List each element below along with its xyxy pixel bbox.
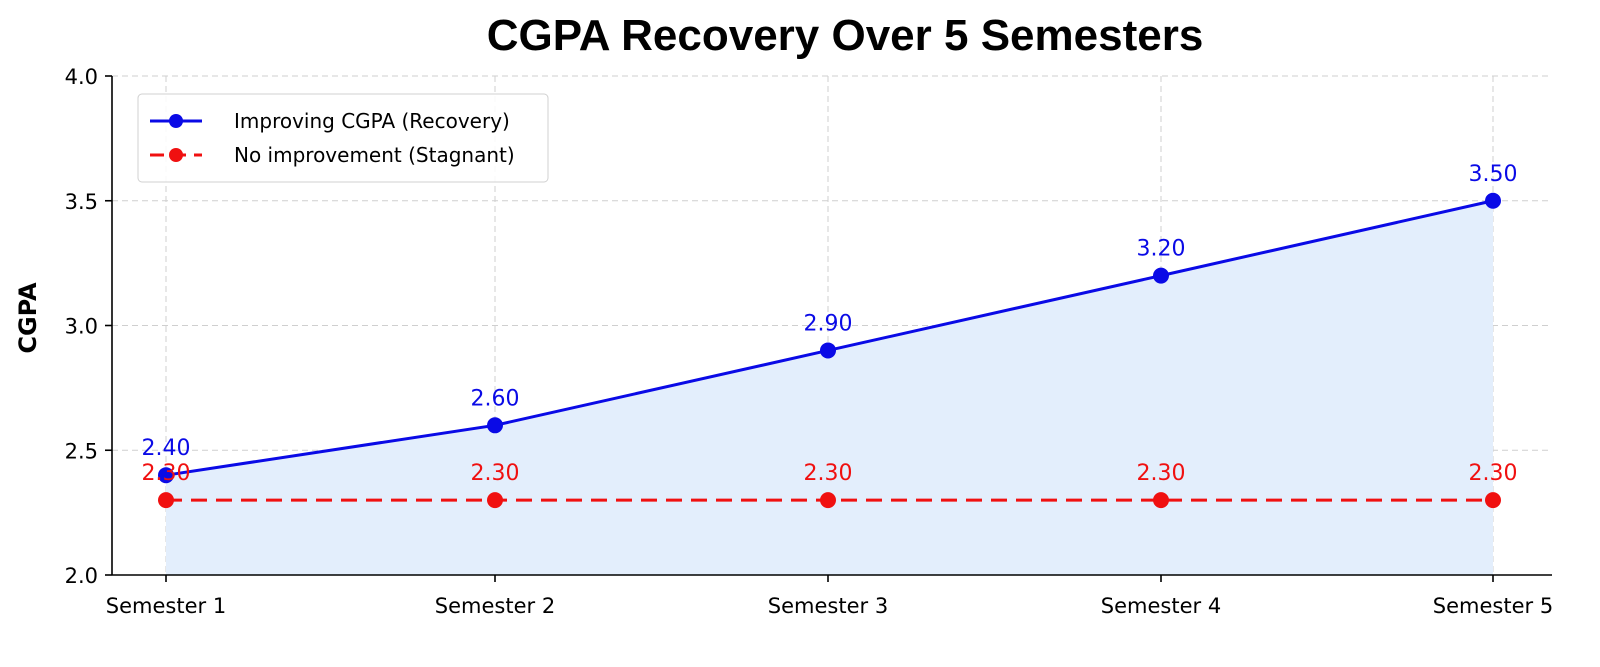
recovery-point xyxy=(1485,192,1501,209)
x-tick-label: Semester 4 xyxy=(1101,594,1221,618)
stagnant-point xyxy=(158,492,174,509)
stagnant-legend-marker xyxy=(169,148,183,162)
stagnant-point xyxy=(487,492,503,509)
x-tick-label: Semester 5 xyxy=(1433,594,1553,618)
series xyxy=(158,192,1501,509)
y-tick-label: 2.5 xyxy=(65,439,98,463)
chart-title: CGPA Recovery Over 5 Semesters xyxy=(487,11,1204,60)
recovery-point xyxy=(1153,267,1169,284)
x-tick-label: Semester 1 xyxy=(106,594,226,618)
recovery-legend-marker xyxy=(169,114,183,128)
data-labels: 2.40 2.60 2.90 3.20 3.50 2.30 2.30 2.30 2.30 2.30 xyxy=(142,162,1518,486)
recovery-point xyxy=(820,342,836,359)
stagnant-data-label: 2.30 xyxy=(1469,461,1518,486)
stagnant-legend-label: No improvement (Stagnant) xyxy=(234,143,515,167)
axes: 2.0 2.5 3.0 3.5 4.0 Semester 1 Semester 2 Semes… xyxy=(65,65,1554,618)
stagnant-point xyxy=(1485,492,1501,509)
recovery-data-label: 2.60 xyxy=(471,386,520,411)
recovery-point xyxy=(487,417,503,434)
y-tick-label: 3.5 xyxy=(65,190,98,214)
stagnant-point xyxy=(1153,492,1169,509)
recovery-data-label: 2.40 xyxy=(142,436,191,461)
recovery-legend-label: Improving CGPA (Recovery) xyxy=(234,109,510,133)
legend-box xyxy=(137,93,549,183)
y-axis-label: CGPA xyxy=(14,282,42,354)
stagnant-data-label: 2.30 xyxy=(142,461,191,486)
y-tick-label: 3.0 xyxy=(65,315,98,339)
recovery-data-label: 3.20 xyxy=(1137,237,1186,262)
recovery-data-label: 3.50 xyxy=(1469,162,1518,187)
stagnant-data-label: 2.30 xyxy=(471,461,520,486)
stagnant-point xyxy=(820,492,836,509)
legend: Improving CGPA (Recovery) No improvement … xyxy=(137,93,549,183)
recovery-area-fill xyxy=(166,200,1493,575)
recovery-data-label: 2.90 xyxy=(804,311,853,336)
y-tick-label: 2.0 xyxy=(65,564,98,588)
x-tick-label: Semester 2 xyxy=(435,594,555,618)
y-tick-label: 4.0 xyxy=(65,65,98,89)
x-tick-label: Semester 3 xyxy=(768,594,888,618)
stagnant-data-label: 2.30 xyxy=(1137,461,1186,486)
area-fill xyxy=(166,200,1493,575)
recovery-point xyxy=(158,467,174,484)
stagnant-data-label: 2.30 xyxy=(804,461,853,486)
